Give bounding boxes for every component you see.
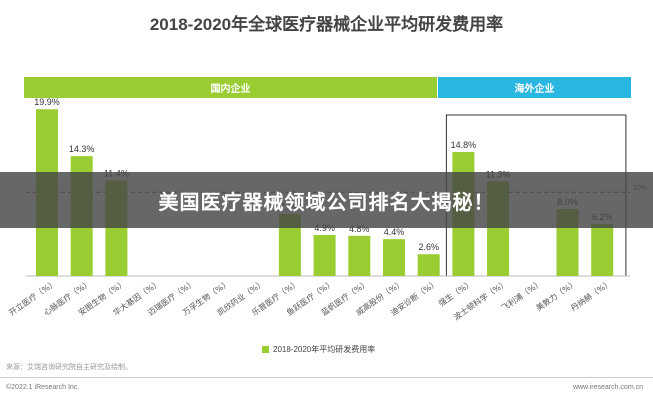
data-label: 19.9% — [34, 97, 60, 107]
domestic-group-header: 国内企业 — [24, 77, 437, 98]
overseas-group-header: 海外企业 — [438, 77, 631, 98]
bar — [417, 254, 440, 276]
data-label: 2.6% — [418, 242, 439, 252]
bar — [591, 224, 614, 276]
footer-divider — [0, 377, 653, 378]
legend-label: 2018-2020年平均研发费用率 — [273, 345, 376, 354]
banner-text: 美国医疗器械领域公司排名大揭秘！ — [158, 189, 495, 214]
data-label: 14.3% — [69, 144, 95, 154]
page-title: 2018-2020年全球医疗器械企业平均研发费用率 — [149, 15, 504, 34]
bar — [313, 234, 336, 276]
source-note: 来源：艾瑞咨询研究院自主研究及绘制。 — [6, 364, 132, 371]
site-url: www.iresearch.com.cn — [572, 384, 643, 391]
overlay-banner: 美国医疗器械领域公司排名大揭秘！ — [0, 172, 653, 228]
legend: 2018-2020年平均研发费用率 — [262, 344, 375, 355]
bar — [348, 235, 371, 276]
legend-swatch — [262, 346, 269, 353]
copyright: ©2022.1 iResearch Inc. — [6, 384, 80, 391]
bar — [278, 213, 301, 276]
data-label: 4.8% — [349, 224, 370, 234]
data-label: 14.8% — [451, 140, 477, 150]
bar — [383, 239, 405, 276]
data-label: 4.4% — [384, 227, 405, 237]
